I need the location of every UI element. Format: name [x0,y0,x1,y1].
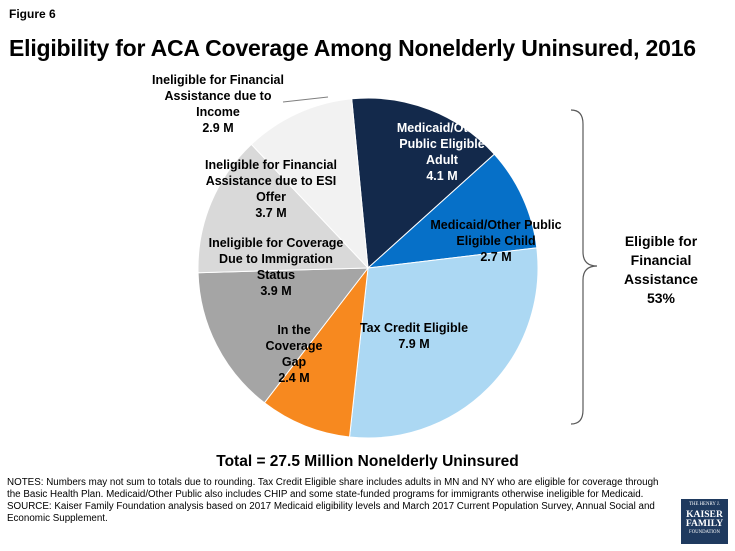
figure-label: Figure 6 [9,7,56,21]
slice-label-line: Status [257,268,295,282]
slice-value: 3.9 M [260,284,291,298]
bracket-label-line: Assistance [624,271,698,287]
logo-line: KAISER [686,508,723,520]
bracket-label-line: Financial [630,252,692,268]
slice-value: 3.7 M [255,206,286,220]
bracket-label-percent: 53% [646,290,676,306]
slice-label: Tax Credit Eligible 7.9 M [360,321,468,351]
pie-slice [351,97,495,270]
chart-title: Eligibility for ACA Coverage Among Nonel… [9,35,696,61]
eligible-bracket-label: Eligible for Financial Assistance 53% [605,232,717,308]
slice-label-line: Public Eligible [399,137,484,151]
slice-label-line: Ineligible for Financial [205,158,337,172]
slice-label-line: Tax Credit Eligible [360,321,468,335]
total-label: Total = 27.5 Million Nonelderly Uninsure… [216,453,519,470]
slice-value: 2.9 M [202,121,233,135]
pie-slice [197,267,370,404]
slice-value: 2.7 M [480,250,511,264]
slice-label-line: In the [277,323,310,337]
logo-line: THE HENRY J. [689,502,720,507]
slice-label-line: Assistance due to [165,89,272,103]
pie-slice [197,143,370,274]
logo-line: FAMILY [685,518,724,530]
slice-label: Ineligible for Financial Assistance due t… [205,158,337,220]
logo-line: FOUNDATION [689,529,720,535]
slice-value: 2.4 M [278,371,309,385]
slice-value: 4.1 M [426,169,457,183]
slice-label: Medicaid/Other Public Eligible Child 2.7 M [430,218,561,264]
kff-logo: THE HENRY J. KAISER FAMILY FOUNDATION [681,499,728,544]
slice-label: In the Coverage Gap 2.4 M [266,323,323,385]
eligible-bracket [570,109,598,425]
slice-label-line: Medicaid/Other [397,121,487,135]
slice-label-line: Assistance due to ESI [206,174,337,188]
slice-label-line: Offer [256,190,286,204]
slice-label: Medicaid/Other Public Eligible Adult 4.1 M [397,121,487,183]
slice-label-line: Income [196,105,240,119]
source-text: SOURCE: Kaiser Family Foundation analysi… [7,501,655,524]
slice-label-line: Adult [426,153,459,167]
notes-block: NOTES: Numbers may not sum to totals due… [7,477,667,525]
pie-slice [366,153,538,269]
leader-line [282,96,329,103]
pie-slice [348,247,539,439]
slice-value: 7.9 M [398,337,429,351]
pie-slice [263,266,369,438]
pie-slice [250,98,369,270]
slice-label-line: Medicaid/Other Public [430,218,561,232]
slice-label: Ineligible for Financial Assistance due t… [152,73,284,135]
slice-label-line: Due to Immigration [219,252,333,266]
slice-label-line: Eligible Child [456,234,535,248]
notes-text: NOTES: Numbers may not sum to totals due… [7,477,659,500]
slice-label: Ineligible for Coverage Due to Immigratio… [209,236,344,298]
slice-label-line: Gap [282,355,307,369]
bracket-label-line: Eligible for [624,233,698,249]
slice-label-line: Ineligible for Coverage [209,236,344,250]
slice-label-line: Ineligible for Financial [152,73,284,87]
slice-label-line: Coverage [266,339,323,353]
